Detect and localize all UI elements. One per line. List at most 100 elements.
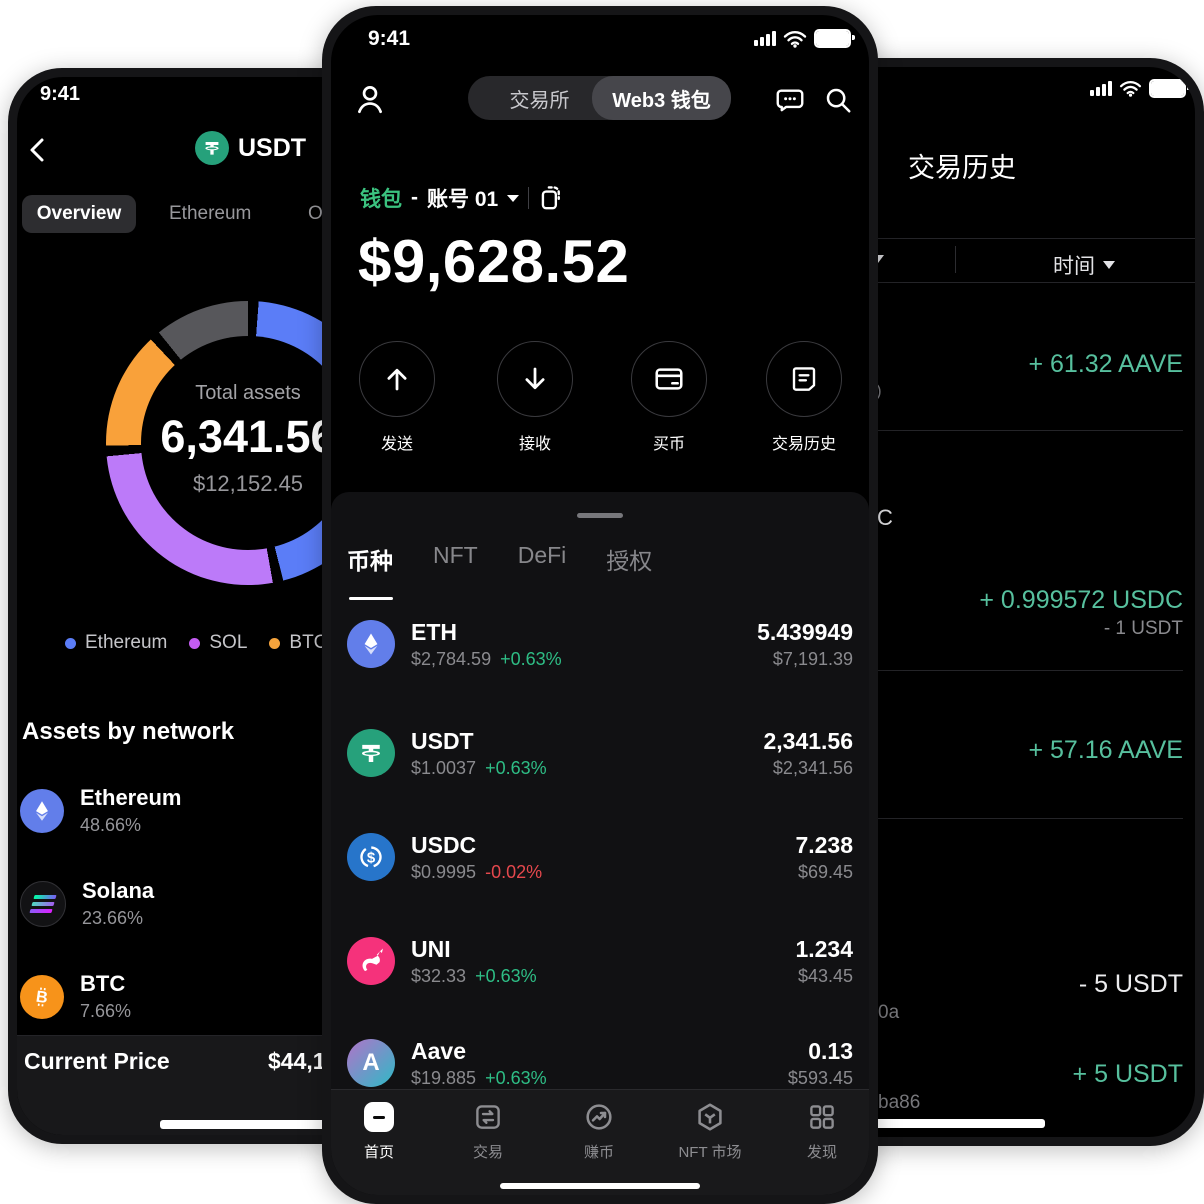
token-amount: 1.234 — [795, 935, 853, 962]
wallet-dash: - — [411, 186, 418, 209]
token-row-eth[interactable]: ETH $2,784.59 +0.63% 5.439949 $7,191.39 — [347, 615, 853, 673]
tab-approvals[interactable]: 授权 — [606, 548, 653, 574]
tab-defi[interactable]: DeFi — [517, 542, 567, 568]
token-row-usdt[interactable]: USDT $1.0037 +0.63% 2,341.56 $2,341.56 — [347, 724, 853, 782]
token-value: $593.45 — [787, 1067, 853, 1088]
token-symbol: USDC — [411, 831, 477, 858]
token-amount: 2,341.56 — [763, 727, 853, 754]
token-price: $0.9995 — [411, 861, 477, 882]
nav-earn[interactable]: 赚币 — [544, 1101, 654, 1162]
divider — [665, 282, 1195, 283]
nav-label: 发现 — [806, 1144, 837, 1161]
nft-icon — [698, 1103, 722, 1131]
action-label: 接收 — [518, 436, 551, 453]
network-row-btc[interactable]: B BTC 7.66% — [20, 973, 131, 1020]
search-button[interactable] — [823, 85, 853, 115]
send-button[interactable]: 发送 — [351, 341, 443, 454]
history-button[interactable]: 交易历史 — [758, 341, 850, 454]
tx-amount[interactable]: + 5 USDT — [1072, 1060, 1183, 1088]
buy-crypto-button[interactable]: 买币 — [623, 341, 715, 454]
aave-icon: A — [347, 1039, 395, 1087]
tab-overview[interactable]: Overview — [22, 195, 136, 233]
profile-button[interactable] — [353, 81, 387, 117]
sheet-drag-handle[interactable] — [577, 513, 623, 518]
tab-nft[interactable]: NFT — [433, 542, 478, 568]
hidden-text-fragment: C — [877, 505, 893, 530]
legend-item-ethereum: Ethereum — [65, 632, 167, 654]
tx-amount[interactable]: + 0.999572 USDC — [979, 586, 1183, 614]
donut-center-label: Total assets 6,341.56 $12,152.45 — [106, 382, 390, 497]
token-value: $69.45 — [797, 861, 853, 882]
phone-center: 9:41 交易所 Web3 钱包 钱包 - — [322, 6, 878, 1204]
nav-discover[interactable]: 发现 — [767, 1101, 869, 1162]
eth-icon — [347, 620, 395, 668]
left-status-time: 9:41 — [40, 83, 81, 105]
tx-amount[interactable]: + 57.16 AAVE — [1028, 736, 1183, 764]
nav-nft-market[interactable]: NFT 市场 — [655, 1101, 765, 1162]
tx-amount[interactable]: + 61.32 AAVE — [1028, 350, 1183, 378]
legend-item-btc: BTC — [269, 632, 327, 654]
page-title: USDT — [238, 134, 307, 162]
tab-web3-wallet[interactable]: Web3 钱包 — [592, 76, 731, 120]
usdt-icon — [347, 729, 395, 777]
trade-icon — [476, 1105, 500, 1129]
account-selector[interactable]: 钱包 - 账号 01 — [360, 183, 564, 213]
nav-label: NFT 市场 — [678, 1144, 742, 1161]
token-value: $43.45 — [797, 965, 853, 986]
token-price: $1.0037 — [411, 757, 477, 778]
switch-account-icon[interactable] — [538, 184, 564, 212]
status-icons — [754, 29, 855, 48]
token-amount: 5.439949 — [757, 618, 853, 645]
token-symbol: Aave — [411, 1037, 466, 1064]
nav-trade[interactable]: 交易 — [433, 1101, 543, 1162]
hidden-filter-caret[interactable] — [872, 255, 884, 263]
tab-ethereum[interactable]: Ethereum — [169, 203, 252, 224]
tab-next[interactable]: O — [308, 203, 323, 224]
token-amount: 0.13 — [808, 1037, 853, 1064]
divider — [665, 238, 1195, 239]
legend-label-ethereum: Ethereum — [85, 632, 168, 653]
network-row-ethereum[interactable]: Ethereum 48.66% — [20, 787, 181, 834]
network-name: BTC — [80, 971, 126, 996]
tab-tokens[interactable]: 币种 — [347, 548, 393, 574]
chat-button[interactable] — [775, 85, 805, 115]
network-row-solana[interactable]: Solana 23.66% — [20, 880, 154, 927]
tx-amount[interactable]: - 5 USDT — [1078, 970, 1183, 998]
token-row-usdc[interactable]: $ USDC $0.9995 -0.02% 7.238 $69.45 — [347, 828, 853, 886]
sheet-tabs: 币种 NFT DeFi 授权 — [347, 542, 652, 576]
svg-text:B: B — [35, 987, 49, 1006]
tx-sub-amount: - 1 USDT — [1103, 618, 1183, 639]
tab-exchange[interactable]: 交易所 — [509, 89, 570, 112]
divider — [681, 430, 1183, 431]
receive-button[interactable]: 接收 — [489, 341, 581, 454]
token-symbol: UNI — [411, 935, 451, 962]
chevron-down-icon — [1103, 261, 1115, 269]
back-button[interactable] — [25, 136, 51, 164]
legend-dot-btc — [269, 637, 281, 649]
card-icon — [655, 368, 683, 390]
nav-label: 首页 — [363, 1144, 394, 1161]
sort-by-time[interactable]: 时间 — [1053, 250, 1115, 280]
total-balance: $9,628.52 — [358, 228, 630, 295]
legend-item-sol: SOL — [189, 632, 247, 654]
token-price: $2,784.59 — [411, 648, 492, 669]
home-indicator — [745, 1119, 1045, 1128]
token-row-aave[interactable]: A Aave $19.885 +0.63% 0.13 $593.45 — [347, 1034, 853, 1092]
network-name: Ethereum — [80, 785, 182, 810]
wifi-icon — [783, 30, 807, 48]
battery-icon — [1149, 79, 1190, 98]
token-change: +0.63% — [475, 965, 537, 986]
home-indicator — [160, 1120, 380, 1129]
nav-home[interactable]: 首页 — [331, 1101, 434, 1162]
total-assets-label: Total assets — [195, 382, 301, 404]
action-label: 发送 — [380, 436, 413, 453]
ethereum-icon — [20, 788, 64, 833]
network-name: Solana — [82, 878, 155, 903]
wallet-mode-switch[interactable]: 交易所 Web3 钱包 — [468, 76, 731, 120]
network-pct: 23.66% — [82, 908, 144, 928]
search-icon — [826, 88, 851, 113]
token-symbol: ETH — [411, 618, 457, 645]
earn-icon — [586, 1104, 612, 1130]
token-row-uni[interactable]: UNI $32.33 +0.63% 1.234 $43.45 — [347, 932, 853, 990]
